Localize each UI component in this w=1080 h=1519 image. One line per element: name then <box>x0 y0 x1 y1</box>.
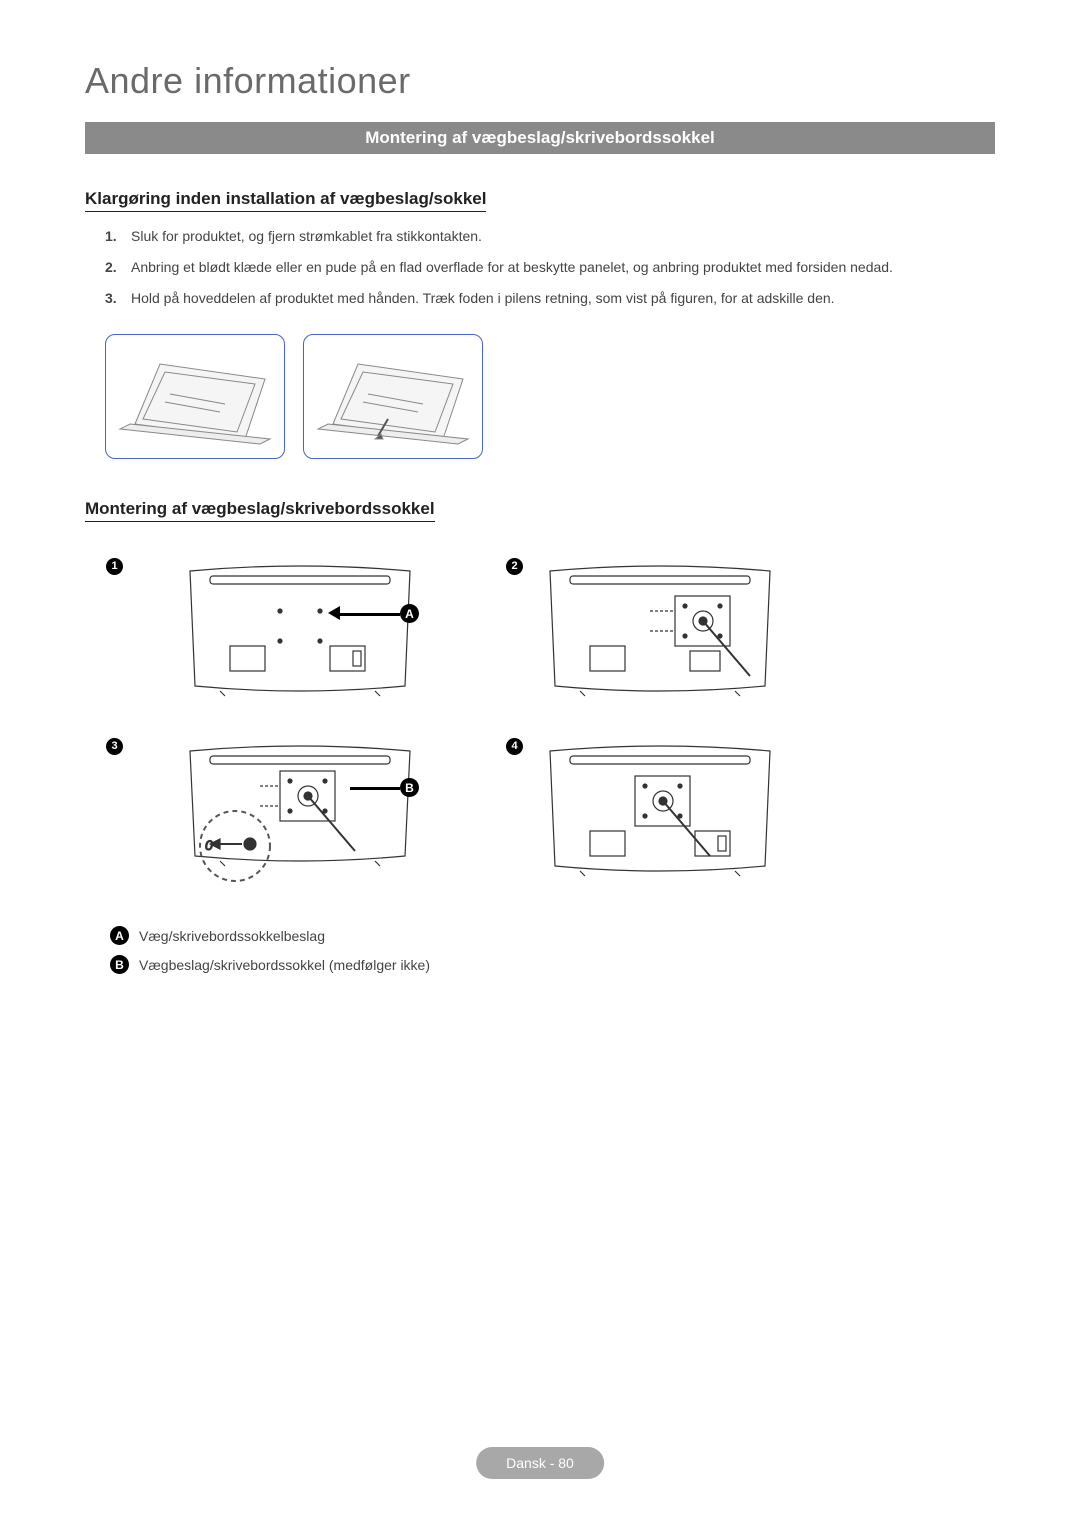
arrowhead-icon <box>328 606 342 620</box>
legend-row: A Væg/skrivebordssokkelbeslag <box>110 926 995 945</box>
page-number-pill: Dansk - 80 <box>476 1447 604 1479</box>
page-title: Andre informationer <box>85 60 995 102</box>
assembly-heading: Montering af vægbeslag/skrivebordssokkel <box>85 499 435 522</box>
arrow-a <box>335 613 400 616</box>
prep-list: 1. Sluk for produktet, og fjern strømkab… <box>105 226 995 309</box>
legend-badge-a: A <box>110 926 129 945</box>
list-text: Hold på hoveddelen af produktet med hånd… <box>131 288 835 309</box>
tv-back-bracket-final-icon <box>540 736 780 896</box>
list-item: 1. Sluk for produktet, og fjern strømkab… <box>105 226 995 247</box>
list-num: 1. <box>105 226 123 247</box>
step-badge-1: 1 <box>106 558 123 575</box>
list-item: 3. Hold på hoveddelen af produktet med h… <box>105 288 995 309</box>
legend-text-b: Vægbeslag/skrivebordssokkel (medfølger i… <box>139 957 430 973</box>
assembly-section: Montering af vægbeslag/skrivebordssokkel… <box>85 499 995 974</box>
prep-heading: Klargøring inden installation af vægbesl… <box>85 189 486 212</box>
prep-images-row <box>105 334 995 459</box>
prep-image-1 <box>105 334 285 459</box>
arrow-b <box>350 787 400 790</box>
assembly-step-1: 1 <box>110 556 440 711</box>
list-num: 2. <box>105 257 123 278</box>
list-item: 2. Anbring et blødt klæde eller en pude … <box>105 257 995 278</box>
assembly-row: 3 <box>110 736 995 901</box>
tv-facedown-remove-stand-icon <box>313 344 473 449</box>
assembly-step-3: 3 <box>110 736 440 901</box>
section-bar: Montering af vægbeslag/skrivebordssokkel <box>85 122 995 154</box>
tv-back-bracket-tool-icon <box>540 556 780 706</box>
legend-text-a: Væg/skrivebordssokkelbeslag <box>139 928 325 944</box>
list-num: 3. <box>105 288 123 309</box>
legend-row: B Vægbeslag/skrivebordssokkel (medfølger… <box>110 955 995 974</box>
assembly-grid: 1 <box>110 556 995 901</box>
step-badge-4: 4 <box>506 738 523 755</box>
page-footer: Dansk - 80 <box>476 1447 604 1479</box>
step-badge-3: 3 <box>106 738 123 755</box>
label-b-badge: B <box>400 778 419 797</box>
manual-page: Andre informationer Montering af vægbesl… <box>0 0 1080 1519</box>
assembly-row: 1 <box>110 556 995 711</box>
step-badge-2: 2 <box>506 558 523 575</box>
prep-image-2 <box>303 334 483 459</box>
svg-text:0: 0 <box>205 837 213 853</box>
label-a-badge: A <box>400 604 419 623</box>
tv-back-bracket-detail-icon: 0 <box>180 736 420 896</box>
legend-badge-b: B <box>110 955 129 974</box>
assembly-step-2: 2 <box>510 556 840 711</box>
assembly-step-4: 4 <box>510 736 840 901</box>
legend: A Væg/skrivebordssokkelbeslag B Vægbesla… <box>110 926 995 974</box>
list-text: Sluk for produktet, og fjern strømkablet… <box>131 226 482 247</box>
prep-section: Klargøring inden installation af vægbesl… <box>85 189 995 459</box>
list-text: Anbring et blødt klæde eller en pude på … <box>131 257 893 278</box>
tv-back-plain-icon <box>180 556 420 706</box>
tv-facedown-icon <box>115 344 275 449</box>
